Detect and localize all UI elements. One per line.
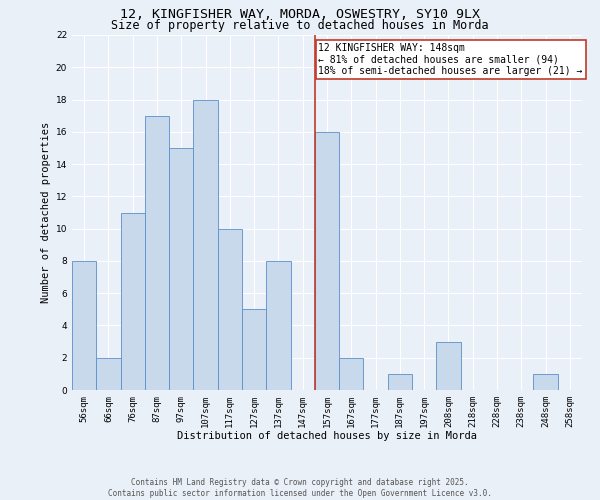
Bar: [242, 310, 266, 390]
Text: Size of property relative to detached houses in Morda: Size of property relative to detached ho…: [111, 18, 489, 32]
Text: 12 KINGFISHER WAY: 148sqm
← 81% of detached houses are smaller (94)
18% of semi-: 12 KINGFISHER WAY: 148sqm ← 81% of detac…: [319, 43, 583, 76]
Bar: [96, 358, 121, 390]
Bar: [169, 148, 193, 390]
Bar: [388, 374, 412, 390]
Bar: [436, 342, 461, 390]
Bar: [193, 100, 218, 390]
Text: 12, KINGFISHER WAY, MORDA, OSWESTRY, SY10 9LX: 12, KINGFISHER WAY, MORDA, OSWESTRY, SY1…: [120, 8, 480, 20]
Y-axis label: Number of detached properties: Number of detached properties: [41, 122, 52, 303]
Text: Contains HM Land Registry data © Crown copyright and database right 2025.
Contai: Contains HM Land Registry data © Crown c…: [108, 478, 492, 498]
Bar: [218, 228, 242, 390]
Bar: [533, 374, 558, 390]
Bar: [339, 358, 364, 390]
Bar: [121, 212, 145, 390]
Bar: [72, 261, 96, 390]
X-axis label: Distribution of detached houses by size in Morda: Distribution of detached houses by size …: [177, 432, 477, 442]
Bar: [315, 132, 339, 390]
Bar: [266, 261, 290, 390]
Bar: [145, 116, 169, 390]
